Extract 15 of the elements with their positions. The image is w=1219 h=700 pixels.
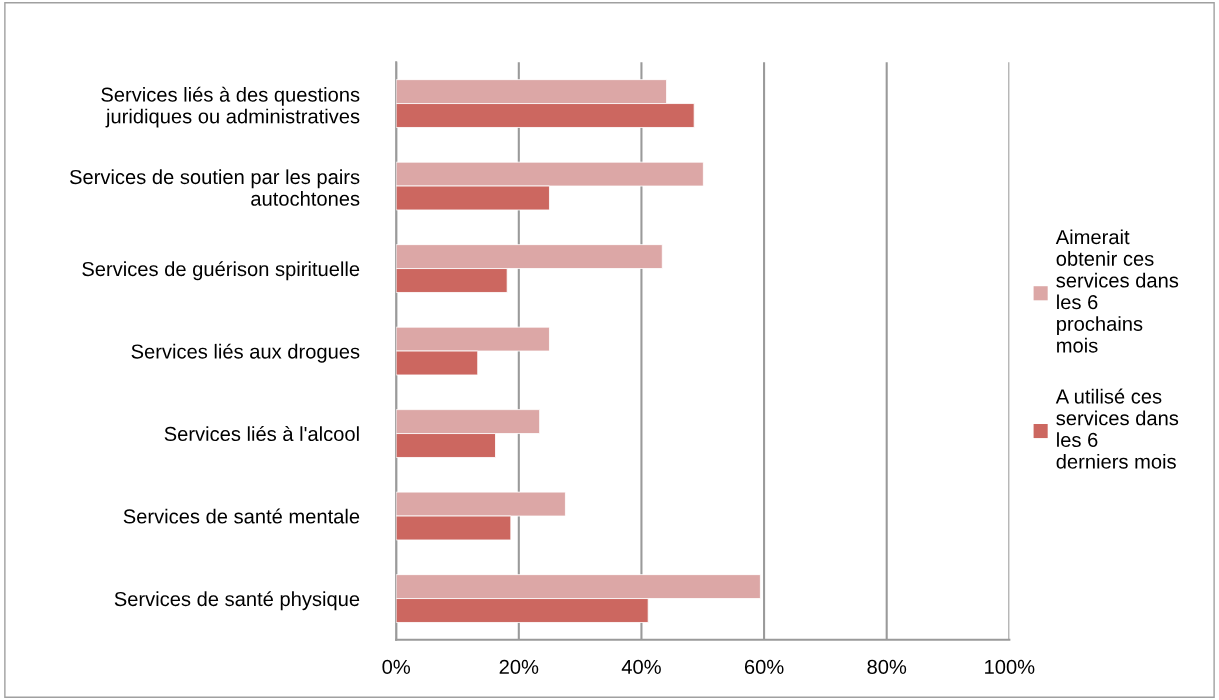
legend-label: Aimerait obtenir ces services dans les 6 prochains mois xyxy=(1055,229,1179,353)
y-tick-label: Services de guérison spirituelle xyxy=(82,261,360,281)
x-tick-label: 100% xyxy=(985,659,1035,675)
x-tick-label: 40% xyxy=(621,659,661,675)
y-tick-label: Services de santé physique xyxy=(114,591,360,611)
legend-label: A utilisé ces services dans les 6 derniers mois xyxy=(1055,388,1179,469)
x-tick-label: 80% xyxy=(867,659,907,675)
y-tick-label: Services liés aux drogues xyxy=(131,343,360,363)
y-tick-label: Services liés à l'alcool xyxy=(164,426,359,442)
x-tick-label: 0% xyxy=(382,659,411,675)
y-tick-label: Services de santé mentale xyxy=(123,508,360,524)
y-tick-label: Services de soutien par les pairs autochtones xyxy=(69,169,360,206)
x-tick-label: 60% xyxy=(744,659,784,675)
y-tick-label: Services liés à des questions juridiques ou administratives xyxy=(101,86,360,128)
x-tick-label: 20% xyxy=(499,659,539,675)
